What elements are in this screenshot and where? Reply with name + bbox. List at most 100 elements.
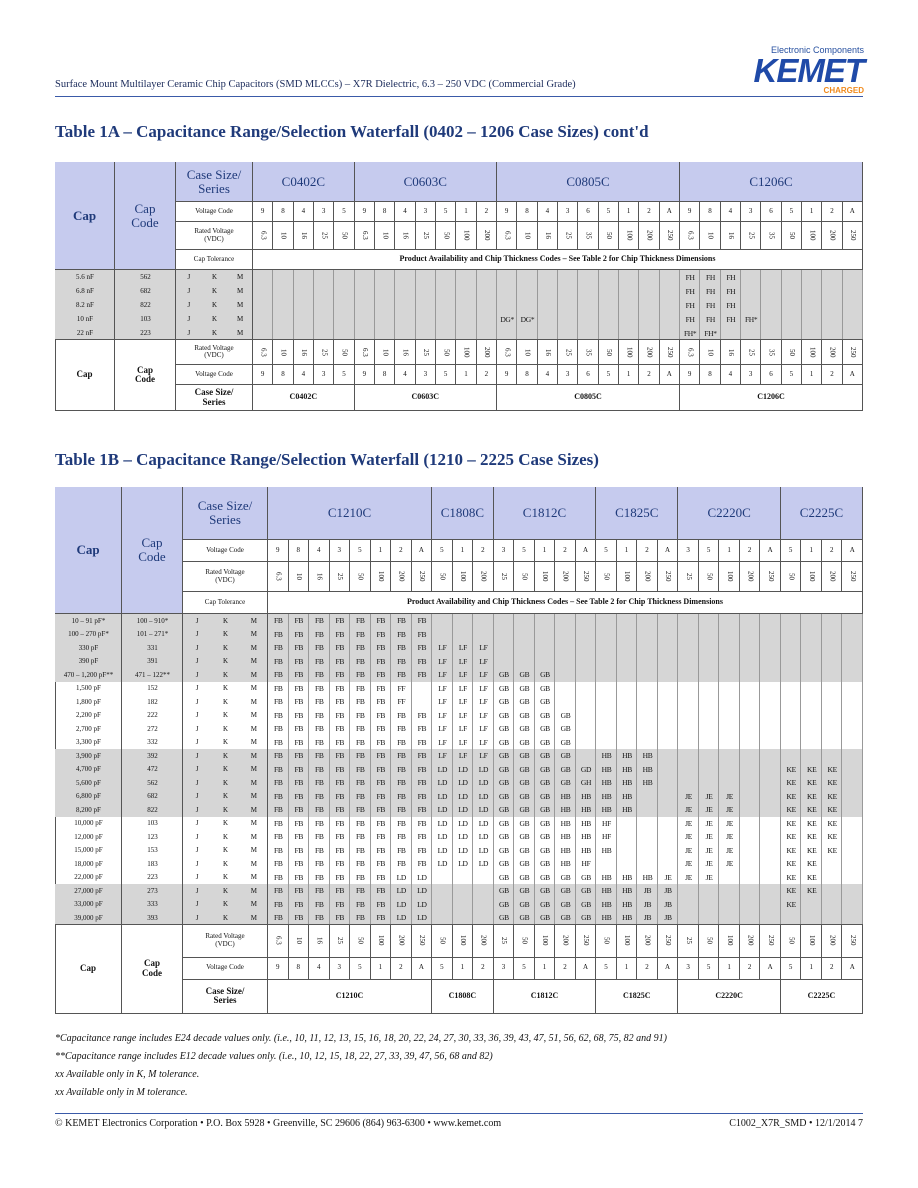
thickness-code: FB (335, 643, 345, 653)
thickness-code: LD (478, 778, 489, 788)
thickness-code: GB (499, 778, 509, 788)
thickness-code: FB (315, 791, 324, 801)
tolerance: M (250, 643, 257, 652)
thickness-code: GB (519, 697, 530, 707)
rated-voltage: 50 (698, 924, 720, 958)
thickness-code: FH (685, 300, 695, 310)
rotated-text: 25 (421, 232, 430, 239)
thickness-code: FB (315, 872, 324, 882)
tolerance: J (195, 657, 199, 666)
case-size-name: C0402C (253, 385, 355, 411)
tolerance: K (222, 886, 229, 895)
thickness-code: GB (499, 832, 509, 842)
rotated-text: 50 (705, 573, 714, 580)
thickness-code: FB (273, 818, 283, 828)
rotated-text: 250 (848, 346, 857, 358)
footnote: xx Available only in M tolerance. (55, 1087, 188, 1098)
cap-code: 682 (140, 287, 151, 295)
rated-voltage: 100 (370, 562, 392, 592)
thickness-code: JE (685, 818, 693, 828)
thickness-code: HB (560, 859, 571, 869)
voltage-code: 2 (555, 957, 576, 980)
thickness-code: GB (499, 683, 509, 693)
rotated-text: 25 (564, 348, 573, 356)
logo-tagline: Electronic Components (770, 45, 864, 55)
row-shade (55, 641, 863, 655)
thickness-code: FB (356, 778, 365, 788)
thickness-code: FB (376, 737, 386, 747)
voltage-code: 5 (780, 957, 802, 980)
thickness-code: FB (315, 832, 324, 842)
thickness-code: GB (581, 913, 591, 923)
voltage-code: 3 (558, 365, 579, 385)
thickness-code: LD (478, 818, 489, 828)
thickness-code: FB (397, 845, 406, 855)
thickness-code: FB (376, 629, 386, 639)
voltage-code: 4 (309, 957, 330, 980)
cap-code: 472 (147, 765, 158, 774)
thickness-code: GB (499, 859, 509, 869)
voltage-code: 2 (391, 540, 412, 562)
rotated-text: 10 (523, 348, 532, 356)
thickness-code: FB (273, 805, 283, 815)
column-rule (699, 614, 720, 925)
thickness-code: FB (417, 859, 427, 869)
row-shade (55, 312, 863, 326)
thickness-code: HB (622, 805, 632, 815)
tolerance: K (222, 684, 229, 693)
data-bottom-rule (55, 339, 863, 340)
rated-voltage-label: Rated Voltage (VDC) (176, 340, 253, 365)
rotated-text: 25 (684, 573, 693, 580)
thickness-code: FB (294, 751, 304, 761)
tolerance-label: Cap Tolerance (176, 250, 253, 270)
rotated-text: 50 (340, 232, 349, 239)
case-size-name: C2225C (780, 487, 863, 540)
column-rule (637, 614, 658, 925)
voltage-code: 1 (534, 957, 556, 980)
thickness-code: FB (294, 913, 304, 923)
tolerance: M (250, 792, 257, 801)
thickness-code: KE (827, 832, 838, 842)
rated-voltage: 6.3 (268, 562, 289, 592)
cap-code: 103 (140, 315, 151, 323)
thickness-code: FB (335, 886, 345, 896)
thickness-code: FB (273, 886, 283, 896)
column-rule (822, 614, 843, 925)
voltage-code: 4 (293, 365, 314, 385)
cap-value: 33,000 pF (74, 900, 103, 909)
thickness-code: FB (417, 629, 427, 639)
rated-voltage: 16 (720, 222, 741, 250)
thickness-code: GB (519, 845, 530, 855)
thickness-code: LF (479, 670, 488, 680)
thickness-code: FB (397, 751, 406, 761)
rotated-text: 100 (541, 571, 550, 582)
tolerance: J (195, 778, 199, 787)
thickness-code: FB (376, 845, 386, 855)
rated-voltage: 50 (781, 222, 802, 250)
rated-voltage: 50 (598, 340, 619, 365)
thickness-code: GB (540, 778, 550, 788)
data-bottom-rule (55, 923, 863, 925)
thickness-code: GB (499, 845, 509, 855)
cap-code: 123 (147, 832, 158, 841)
voltage-code: 8 (288, 957, 310, 980)
thickness-code: FH (685, 272, 695, 282)
rotated-text: 100 (459, 935, 468, 946)
tolerance: M (250, 805, 257, 814)
rated-voltage: 6.3 (268, 924, 289, 958)
thickness-code: FB (356, 872, 365, 882)
thickness-code: FB (315, 616, 324, 626)
voltage-code: 4 (309, 540, 330, 562)
voltage-code: 5 (334, 365, 355, 385)
rotated-text: 50 (787, 937, 796, 944)
rated-voltage: 16 (395, 222, 416, 250)
thickness-code: LD (437, 845, 448, 855)
row-shade (55, 762, 863, 776)
case-size-name: C2220C (678, 979, 781, 1014)
thickness-code: FB (294, 764, 304, 774)
thickness-code: KE (827, 764, 838, 774)
thickness-code: FB (294, 886, 304, 896)
voltage-code: 5 (598, 365, 619, 385)
thickness-code: FB (397, 832, 406, 842)
case-size-name: C1825C (596, 487, 679, 540)
